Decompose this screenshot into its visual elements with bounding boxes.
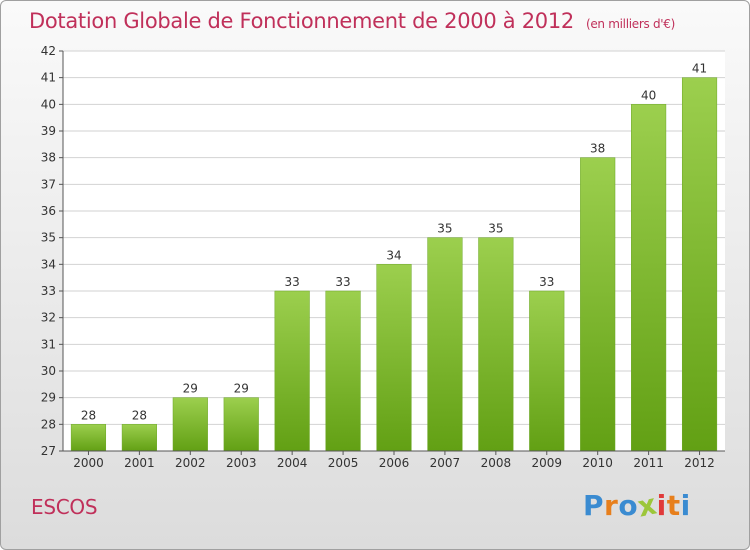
y-tick-label: 30 [41,364,56,378]
y-tick-label: 32 [41,311,56,325]
data-label: 35 [437,222,452,236]
x-tick-label: 2012 [684,456,715,470]
data-label: 35 [488,222,503,236]
x-tick-label: 2003 [226,456,257,470]
x-tick-label: 2011 [633,456,664,470]
data-label: 28 [132,408,147,422]
bar-2007 [427,237,463,452]
y-tick-label: 37 [41,177,56,191]
y-tick-label: 34 [41,257,56,271]
y-tick-label: 40 [41,97,56,111]
logo-letter: r [604,489,619,522]
data-label: 33 [285,275,300,289]
bar-2004 [274,290,310,452]
proxiti-logo: Proxiti [583,487,691,523]
bar-2009 [529,290,565,452]
data-label: 34 [386,248,401,262]
data-label: 38 [590,142,605,156]
logo-letter: i [680,489,691,522]
y-tick-label: 28 [41,417,56,431]
y-tick-label: 36 [41,204,56,218]
data-label: 29 [183,382,198,396]
x-tick-label: 2004 [277,456,308,470]
chart-title: Dotation Globale de Fonctionnement de 20… [29,9,574,33]
data-label: 28 [81,408,96,422]
bar-2001 [121,424,157,452]
bar-2006 [376,264,412,452]
logo-letter: o [618,489,639,522]
y-tick-label: 35 [41,231,56,245]
logo-letter: t [666,489,681,522]
y-tick-label: 29 [41,391,56,405]
data-label: 41 [692,62,707,76]
y-tick-label: 31 [41,337,56,351]
y-tick-label: 42 [41,44,56,58]
y-tick-label: 39 [41,124,56,138]
x-tick-label: 2010 [582,456,613,470]
bar-2011 [631,104,667,452]
x-tick-label: 2009 [531,456,562,470]
bar-2002 [172,397,208,452]
x-tick-label: 2001 [124,456,155,470]
y-tick-label: 41 [41,71,56,85]
data-label: 40 [641,88,656,102]
bar-2003 [223,397,259,452]
bar-2010 [580,157,616,452]
data-label: 33 [539,275,554,289]
bar-2005 [325,290,361,452]
commune-name: ESCOS [31,495,98,519]
y-tick-label: 27 [41,444,56,458]
logo-letter: P [583,489,605,522]
bar-2000 [70,424,107,452]
y-tick-label: 33 [41,284,56,298]
data-label: 29 [234,382,249,396]
y-tick-label: 38 [41,151,56,165]
x-tick-label: 2002 [175,456,206,470]
bar-2012 [681,77,718,452]
bar-2008 [478,237,514,452]
x-tick-label: 2007 [430,456,461,470]
logo-letter: i [656,489,667,522]
x-tick-label: 2006 [379,456,410,470]
unit-note: (en milliers d'€) [585,17,675,31]
chart-title-block: Dotation Globale de Fonctionnement de 20… [29,9,675,33]
data-label: 33 [335,275,350,289]
x-tick-label: 2000 [73,456,104,470]
x-tick-label: 2005 [328,456,359,470]
x-tick-label: 2008 [481,456,512,470]
